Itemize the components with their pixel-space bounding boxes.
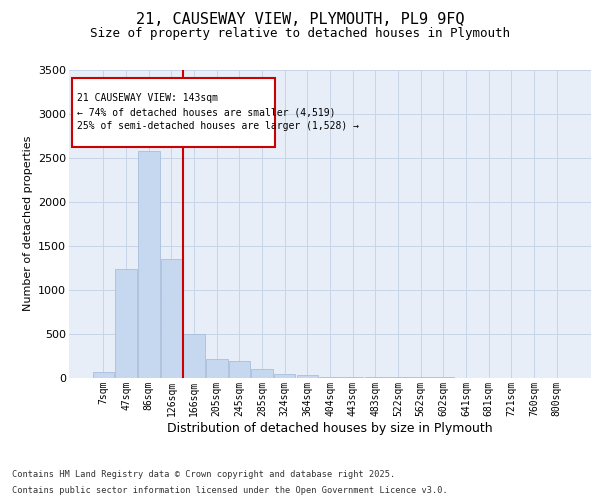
Bar	[229, 361, 250, 378]
Bar	[296, 376, 318, 378]
Text: 21 CAUSEWAY VIEW: 143sqm
← 74% of detached houses are smaller (4,519)
25% of sem: 21 CAUSEWAY VIEW: 143sqm ← 74% of detach…	[77, 94, 359, 132]
Text: Contains public sector information licensed under the Open Government Licence v3: Contains public sector information licen…	[12, 486, 448, 495]
Bar	[274, 374, 295, 378]
X-axis label: Distribution of detached houses by size in Plymouth: Distribution of detached houses by size …	[167, 422, 493, 436]
Bar	[161, 259, 182, 378]
Bar	[93, 372, 114, 378]
Bar	[138, 151, 160, 378]
Text: Contains HM Land Registry data © Crown copyright and database right 2025.: Contains HM Land Registry data © Crown c…	[12, 470, 395, 479]
Bar	[115, 268, 137, 378]
Text: 21, CAUSEWAY VIEW, PLYMOUTH, PL9 9FQ: 21, CAUSEWAY VIEW, PLYMOUTH, PL9 9FQ	[136, 12, 464, 28]
Bar	[184, 334, 205, 378]
Bar	[206, 359, 227, 378]
FancyBboxPatch shape	[71, 78, 275, 147]
Text: Size of property relative to detached houses in Plymouth: Size of property relative to detached ho…	[90, 28, 510, 40]
Bar	[319, 376, 341, 378]
Bar	[251, 368, 273, 378]
Y-axis label: Number of detached properties: Number of detached properties	[23, 136, 32, 312]
